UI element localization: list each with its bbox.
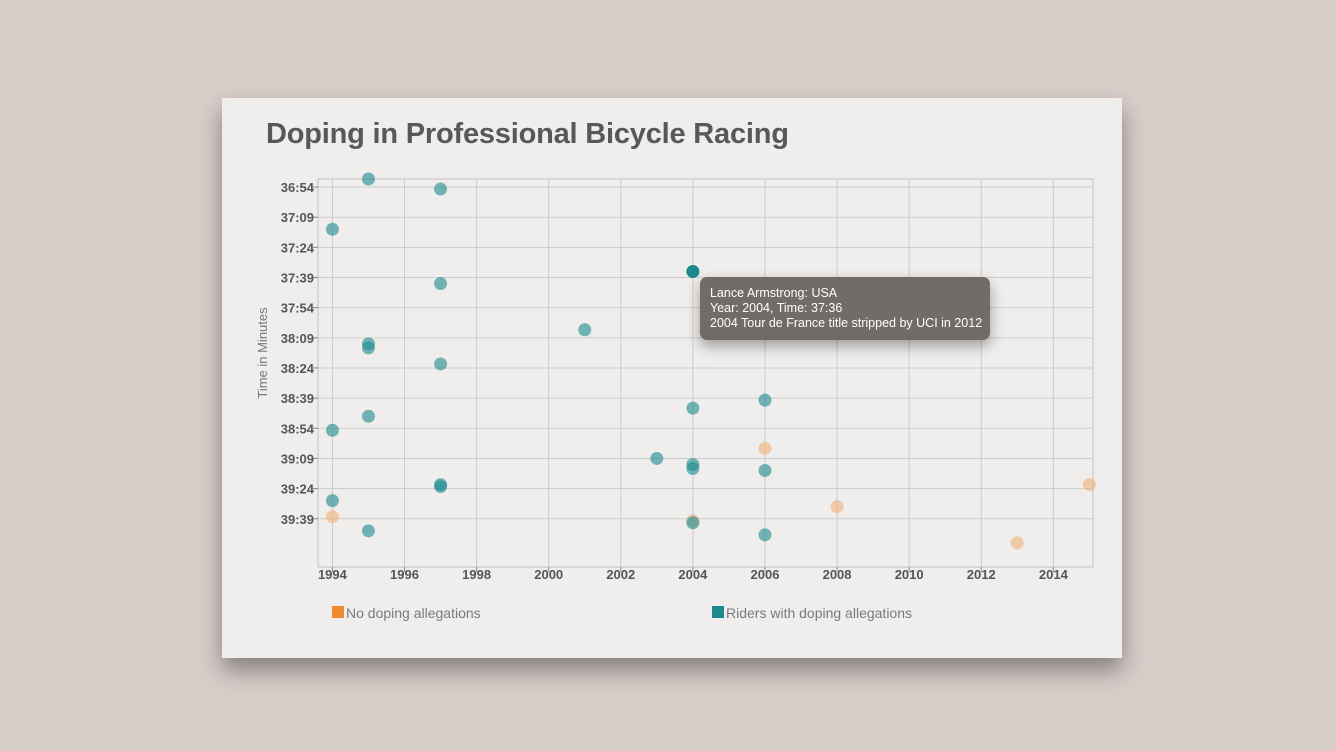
- tooltip-year-time: Year: 2004, Time: 37:36: [710, 301, 843, 315]
- data-point-clean[interactable]: [830, 500, 844, 514]
- x-tick-label: 1996: [390, 567, 419, 582]
- y-tick-label: 39:39: [281, 512, 314, 527]
- chart-title: Doping in Professional Bicycle Racing: [266, 118, 789, 150]
- data-point-doping[interactable]: [434, 182, 448, 196]
- legend-item: No doping allegations: [332, 605, 481, 621]
- legend-label: No doping allegations: [346, 605, 481, 621]
- data-point-doping[interactable]: [361, 337, 375, 351]
- y-tick-label: 39:09: [281, 451, 314, 466]
- scatter-plot: 1994 1996 1998 2000 2002 2004 2006 2008 2010 2012…: [255, 172, 1096, 621]
- legend-swatch: [712, 606, 724, 618]
- data-point-clean[interactable]: [1082, 478, 1096, 492]
- data-point-doping[interactable]: [361, 172, 375, 186]
- y-tick-label: 38:54: [281, 421, 315, 436]
- data-point-doping[interactable]: [578, 323, 592, 337]
- data-point-doping[interactable]: [325, 494, 339, 508]
- data-point-doping[interactable]: [325, 423, 339, 437]
- data-point-doping[interactable]: [758, 528, 772, 542]
- tooltip: Lance Armstrong: USA Year: 2004, Time: 3…: [700, 277, 990, 340]
- data-point-doping[interactable]: [686, 264, 700, 278]
- x-tick-label: 2000: [534, 567, 563, 582]
- grid-lines: [318, 179, 1093, 567]
- legend-item: Riders with doping allegations: [712, 605, 912, 621]
- x-tick-label: 2002: [606, 567, 635, 582]
- y-tick-label: 38:24: [281, 361, 315, 376]
- x-tick-label: 1994: [318, 567, 348, 582]
- data-point-doping[interactable]: [758, 393, 772, 407]
- x-tick-label: 2014: [1039, 567, 1069, 582]
- y-tick-label: 38:39: [281, 391, 314, 406]
- x-tick-label: 2006: [751, 567, 780, 582]
- x-tick-label: 2004: [678, 567, 708, 582]
- chart-card: Doping in Professional Bicycle Racing 19…: [222, 98, 1122, 658]
- data-point-clean[interactable]: [325, 510, 339, 524]
- y-tick-label: 38:09: [281, 331, 314, 346]
- legend-label: Riders with doping allegations: [726, 605, 912, 621]
- data-point-clean[interactable]: [758, 441, 772, 455]
- x-tick-label: 1998: [462, 567, 491, 582]
- y-axis-label: Time in Minutes: [255, 307, 270, 399]
- data-point-clean[interactable]: [1010, 536, 1024, 550]
- data-point-doping[interactable]: [434, 357, 448, 371]
- y-tick-label: 37:54: [281, 301, 315, 316]
- tooltip-rider: Lance Armstrong: USA: [710, 286, 838, 300]
- x-axis-ticks: 1994 1996 1998 2000 2002 2004 2006 2008 2010 2012…: [318, 567, 1069, 582]
- x-tick-label: 2008: [823, 567, 852, 582]
- x-tick-label: 2010: [895, 567, 924, 582]
- y-tick-label: 39:24: [281, 482, 315, 497]
- y-tick-label: 36:54: [281, 180, 315, 195]
- legend: No doping allegations Riders with doping …: [332, 605, 912, 621]
- data-point-doping[interactable]: [686, 461, 700, 475]
- data-point-doping[interactable]: [361, 524, 375, 538]
- data-point-doping[interactable]: [686, 401, 700, 415]
- legend-swatch: [332, 606, 344, 618]
- y-tick-label: 37:09: [281, 210, 314, 225]
- data-point-doping[interactable]: [686, 516, 700, 530]
- y-tick-label: 37:24: [281, 240, 315, 255]
- y-tick-label: 37:39: [281, 271, 314, 286]
- data-point-doping[interactable]: [434, 478, 448, 492]
- plot-frame: [317, 178, 1094, 568]
- y-axis-ticks: 36:54 37:09 37:24 37:39 37:54 38:09 38:24 38:39…: [281, 180, 318, 527]
- data-point-doping[interactable]: [325, 222, 339, 236]
- tooltip-note: 2004 Tour de France title stripped by UC…: [710, 316, 983, 330]
- data-point-doping[interactable]: [650, 451, 664, 465]
- data-point-doping[interactable]: [758, 464, 772, 478]
- data-point-doping[interactable]: [361, 409, 375, 423]
- data-points: [325, 172, 1096, 550]
- x-tick-label: 2012: [967, 567, 996, 582]
- data-point-doping[interactable]: [434, 277, 448, 291]
